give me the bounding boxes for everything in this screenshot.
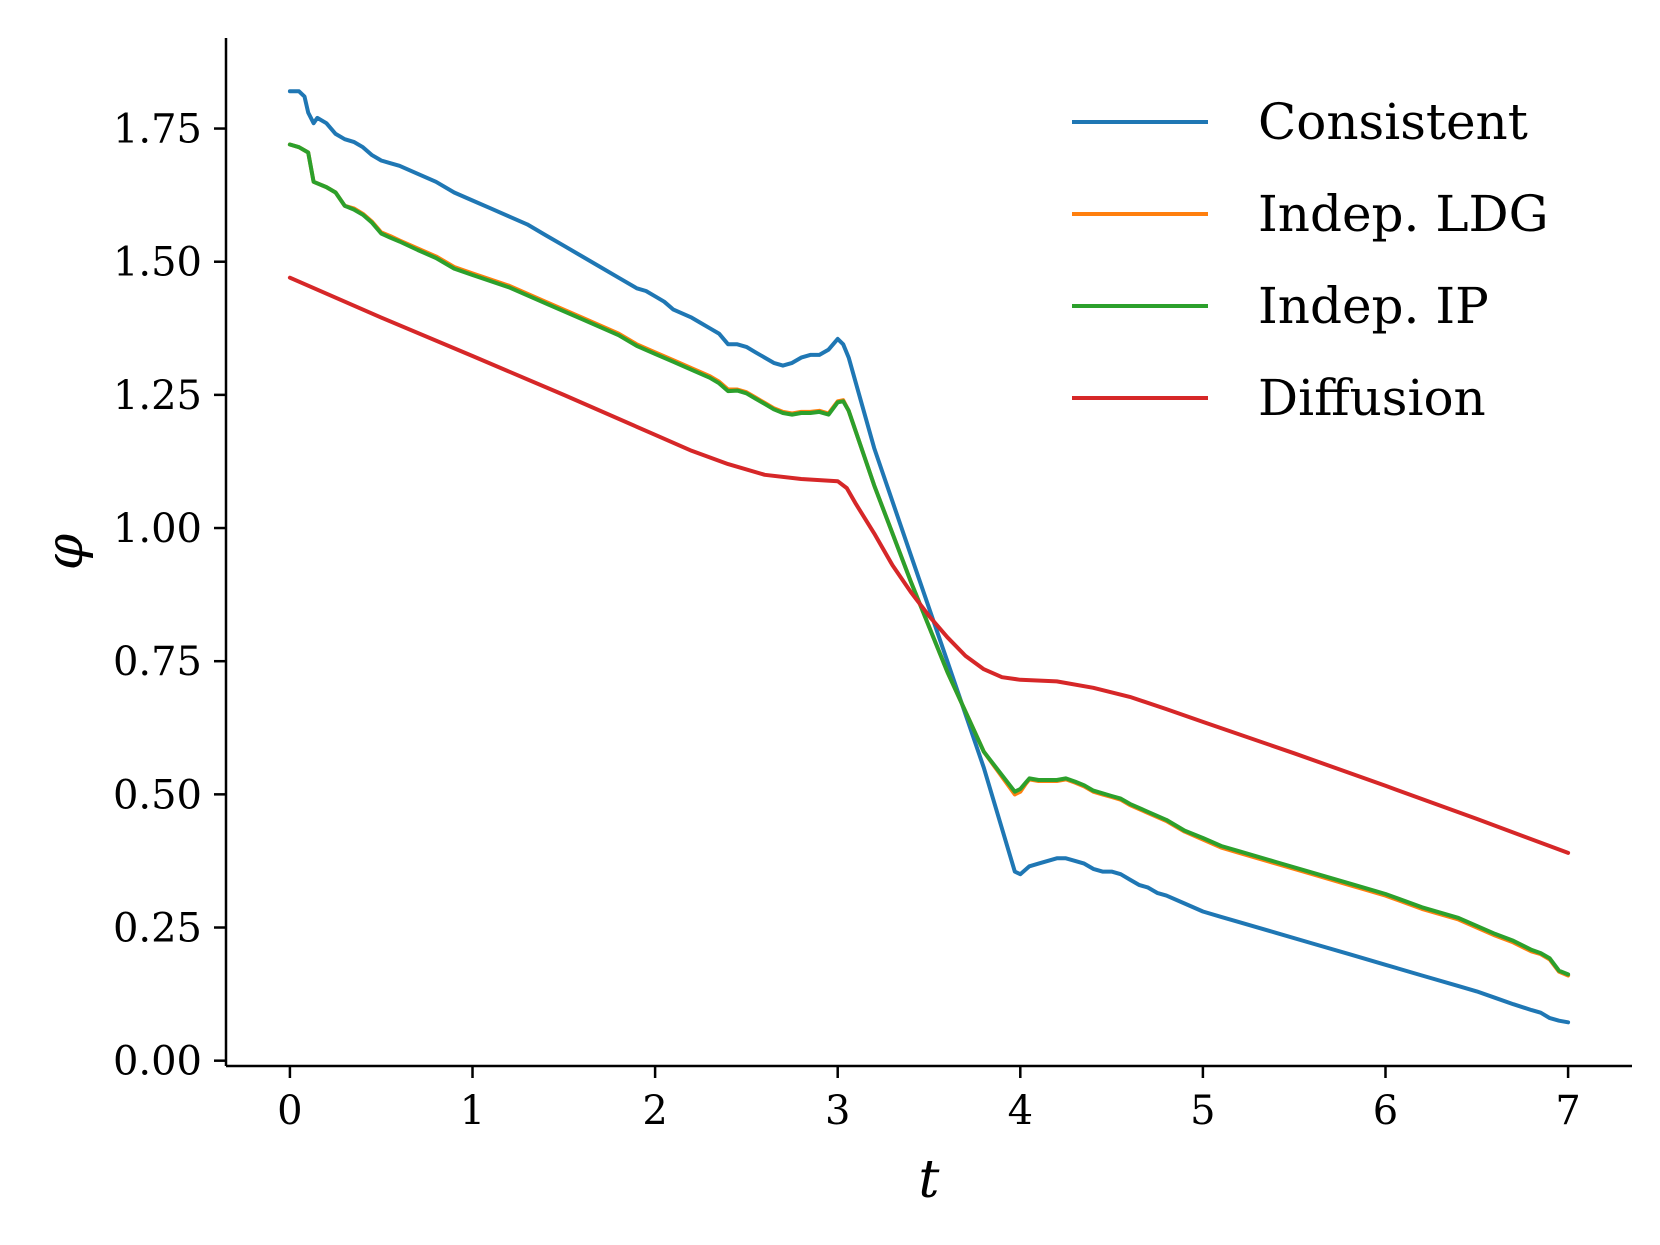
series-line-indep-ldg (287, 142, 1571, 978)
x-axis-label: t (919, 1150, 940, 1210)
x-tick-label: 2 (642, 1088, 667, 1134)
x-tick-label: 1 (460, 1088, 485, 1134)
x-tick-label: 4 (1008, 1088, 1033, 1134)
legend-label: Diffusion (1258, 369, 1486, 427)
legend-label: Indep. IP (1258, 277, 1489, 335)
x-tick-label: 0 (277, 1088, 302, 1134)
series-line-consistent (287, 89, 1571, 1025)
x-tick-label: 7 (1555, 1088, 1580, 1134)
ticks-layer: 0 1 2 3 4 5 6 7 0.00 0.25 0.50 0.75 1.00 1.25 1.50 1.75 (113, 107, 1581, 1134)
legend-label: Consistent (1258, 93, 1528, 151)
y-tick-label: 1.25 (113, 373, 202, 419)
y-axis-label: φ (35, 533, 95, 570)
y-tick-label: 0.50 (113, 772, 202, 818)
y-tick-label: 1.50 (113, 240, 202, 286)
y-tick-label: 0.25 (113, 906, 202, 952)
axes-layer (224, 38, 1632, 1068)
x-tick-label: 6 (1373, 1088, 1398, 1134)
series-line-diffusion (287, 275, 1571, 855)
legend-label: Indep. LDG (1258, 185, 1549, 243)
y-tick-label: 1.75 (113, 107, 202, 153)
series-layer (287, 89, 1571, 1025)
x-tick-label: 5 (1190, 1088, 1215, 1134)
y-tick-label: 1.00 (113, 506, 202, 552)
legend: Consistent Indep. LDG Indep. IP Diffusion (1072, 93, 1549, 427)
x-tick-label: 3 (825, 1088, 850, 1134)
y-tick-label: 0.75 (113, 639, 202, 685)
series-line-indep-ip (287, 142, 1571, 977)
y-tick-label: 0.00 (113, 1039, 202, 1085)
